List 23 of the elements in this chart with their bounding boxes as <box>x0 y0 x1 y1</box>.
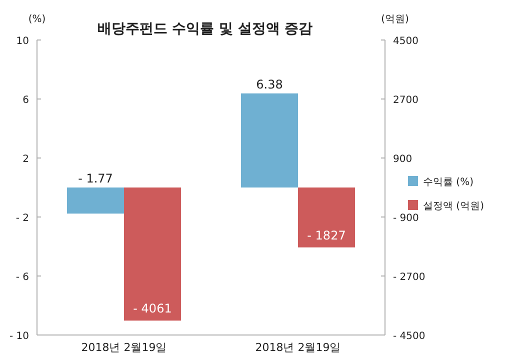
chart-title: 배당주펀드 수익률 및 설정액 증감 <box>97 21 313 37</box>
x-tick-label: 2018년 2월19일 <box>81 341 167 354</box>
y2-tick-label: - 2700 <box>393 272 426 283</box>
y-tick-label: 10 <box>16 36 29 47</box>
y-tick-label: 2 <box>22 154 29 165</box>
y2-tick-label: - 900 <box>393 213 419 224</box>
y-tick-label: - 2 <box>16 213 29 224</box>
y2-tick-label: - 4500 <box>393 331 426 342</box>
x-tick-label: 2018년 2월19일 <box>255 341 341 354</box>
data-label: 6.38 <box>256 77 283 92</box>
y-axis-title: (%) <box>28 14 46 25</box>
y2-tick-label: 2700 <box>393 95 418 106</box>
y-tick-label: 6 <box>22 95 29 106</box>
y-tick-label: - 10 <box>9 331 29 342</box>
data-label: - 4061 <box>133 302 172 316</box>
y2-axis-title: (억원) <box>381 14 409 25</box>
legend-label: 수익률 (%) <box>423 177 474 188</box>
data-label: - 1.77 <box>78 172 113 186</box>
legend-label: 설정액 (억원) <box>423 201 484 212</box>
data-label: - 1827 <box>307 228 346 242</box>
y-tick-label: - 6 <box>16 272 29 283</box>
y2-tick-label: 900 <box>393 154 412 165</box>
y2-tick-label: 4500 <box>393 36 418 47</box>
